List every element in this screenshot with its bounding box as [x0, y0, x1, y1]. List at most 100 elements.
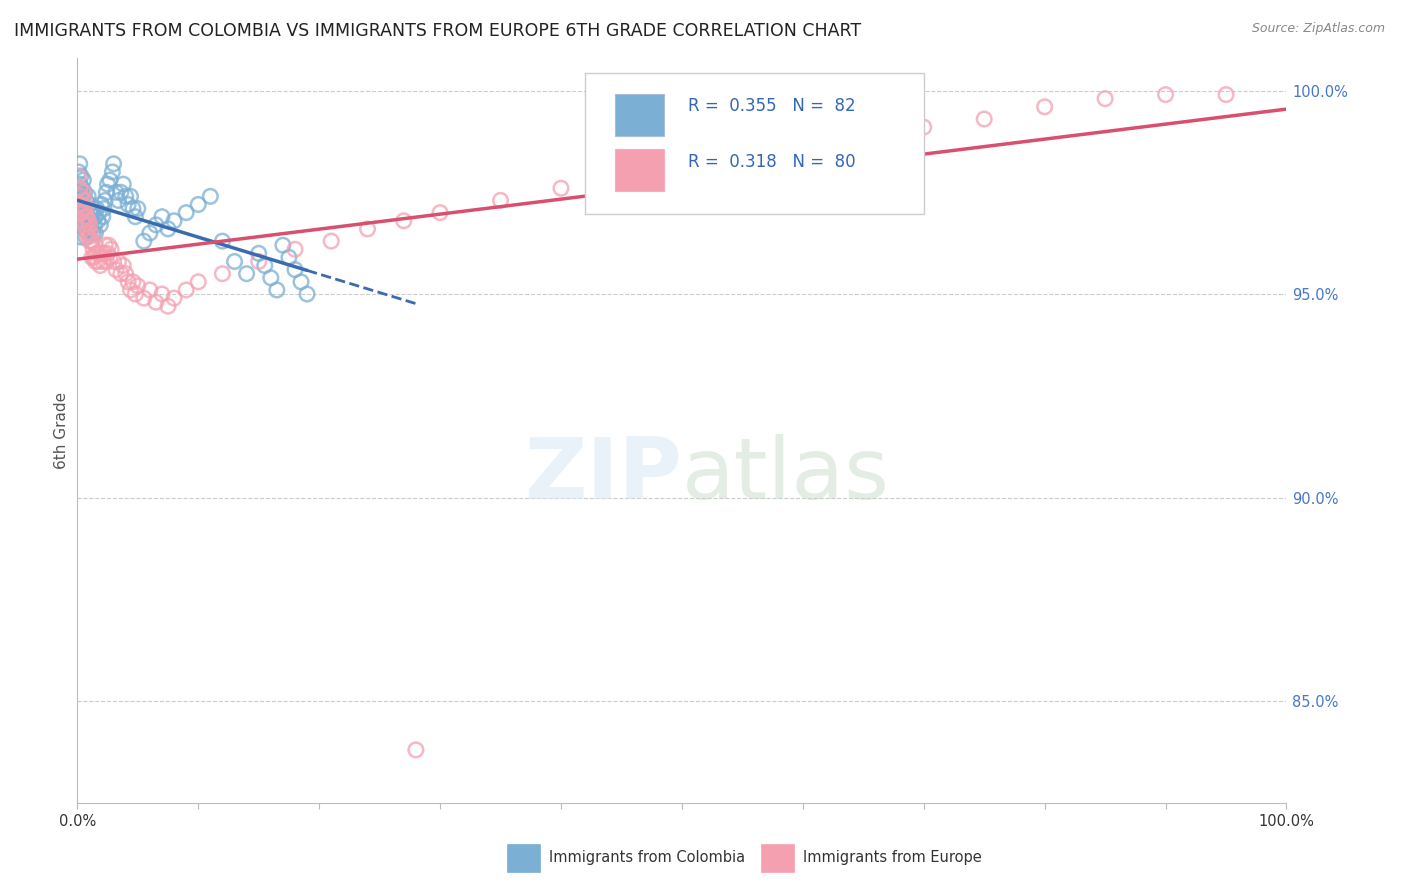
- Point: [110, 186, 132, 200]
- Point: [69, 157, 91, 171]
- Point: [73, 186, 96, 200]
- Text: R =  0.355   N =  82: R = 0.355 N = 82: [688, 97, 856, 115]
- Text: ZIP: ZIP: [524, 434, 682, 516]
- Point: [87, 214, 110, 228]
- Point: [139, 226, 162, 240]
- Text: IMMIGRANTS FROM COLOMBIA VS IMMIGRANTS FROM EUROPE 6TH GRADE CORRELATION CHART: IMMIGRANTS FROM COLOMBIA VS IMMIGRANTS F…: [14, 22, 862, 40]
- Point: [76, 202, 98, 216]
- Point: [72, 173, 94, 187]
- Point: [107, 194, 129, 208]
- Point: [114, 267, 136, 281]
- Point: [103, 157, 125, 171]
- Point: [80, 214, 103, 228]
- Point: [70, 205, 93, 219]
- Point: [93, 246, 115, 260]
- Point: [89, 218, 111, 232]
- Point: [174, 205, 197, 219]
- Point: [70, 210, 93, 224]
- Point: [76, 218, 98, 232]
- Point: [163, 214, 186, 228]
- Point: [120, 189, 142, 203]
- Point: [117, 197, 139, 211]
- Point: [91, 254, 114, 268]
- Point: [731, 153, 754, 167]
- Point: [72, 218, 94, 232]
- Point: [610, 173, 633, 187]
- Point: [72, 202, 94, 216]
- Point: [278, 251, 301, 265]
- Point: [132, 291, 155, 305]
- Point: [124, 210, 146, 224]
- Point: [86, 202, 108, 216]
- Point: [79, 214, 101, 228]
- Point: [79, 222, 101, 236]
- Point: [84, 226, 107, 240]
- Point: [82, 226, 104, 240]
- Point: [82, 242, 104, 256]
- Point: [96, 254, 118, 268]
- Point: [70, 214, 93, 228]
- Point: [96, 177, 118, 191]
- Point: [247, 246, 270, 260]
- Point: [77, 230, 100, 244]
- Point: [132, 234, 155, 248]
- Point: [84, 210, 107, 224]
- Point: [73, 194, 96, 208]
- Point: [94, 238, 117, 252]
- Point: [83, 218, 105, 232]
- Point: [77, 214, 100, 228]
- Text: Immigrants from Europe: Immigrants from Europe: [803, 850, 981, 864]
- Point: [98, 173, 121, 187]
- Point: [94, 194, 117, 208]
- Point: [70, 230, 93, 244]
- Point: [79, 205, 101, 219]
- Point: [73, 222, 96, 236]
- Point: [89, 259, 111, 273]
- Point: [67, 169, 90, 183]
- Point: [122, 275, 145, 289]
- Point: [110, 267, 132, 281]
- Point: [117, 275, 139, 289]
- Point: [405, 743, 427, 757]
- Point: [79, 197, 101, 211]
- Point: [290, 275, 312, 289]
- Point: [200, 189, 222, 203]
- Point: [550, 181, 572, 195]
- Point: [284, 262, 307, 277]
- Bar: [616, 95, 664, 136]
- Point: [76, 210, 98, 224]
- Point: [157, 299, 180, 313]
- Point: [120, 283, 142, 297]
- Point: [101, 165, 124, 179]
- Point: [114, 189, 136, 203]
- Point: [671, 161, 693, 175]
- Bar: [616, 149, 664, 191]
- Point: [145, 295, 167, 310]
- Point: [75, 194, 97, 208]
- Point: [77, 189, 100, 203]
- Point: [87, 205, 110, 219]
- Point: [80, 234, 103, 248]
- Point: [112, 259, 135, 273]
- Point: [79, 218, 101, 232]
- Point: [75, 230, 97, 244]
- Point: [145, 218, 167, 232]
- Bar: [761, 844, 794, 872]
- Point: [253, 259, 276, 273]
- Point: [73, 210, 96, 224]
- Point: [72, 186, 94, 200]
- Point: [82, 205, 104, 219]
- Point: [93, 202, 115, 216]
- Point: [392, 214, 415, 228]
- Point: [69, 181, 91, 195]
- Point: [79, 234, 101, 248]
- Point: [69, 197, 91, 211]
- Point: [139, 283, 162, 297]
- Point: [105, 262, 128, 277]
- Point: [187, 197, 209, 211]
- Point: [72, 210, 94, 224]
- Point: [235, 267, 257, 281]
- Point: [80, 234, 103, 248]
- Point: [1094, 92, 1116, 106]
- Point: [67, 186, 90, 200]
